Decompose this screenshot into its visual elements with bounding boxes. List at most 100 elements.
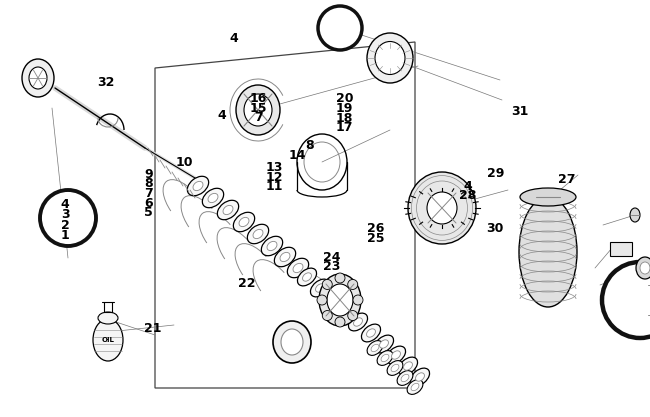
- Text: 14: 14: [289, 149, 306, 163]
- Ellipse shape: [274, 247, 296, 267]
- Text: 7: 7: [144, 187, 153, 200]
- Text: 24: 24: [323, 251, 340, 264]
- Ellipse shape: [398, 357, 417, 375]
- Ellipse shape: [236, 85, 280, 135]
- Ellipse shape: [281, 329, 303, 355]
- Circle shape: [40, 190, 96, 246]
- Ellipse shape: [377, 351, 393, 365]
- Text: 12: 12: [266, 171, 283, 184]
- Ellipse shape: [187, 176, 209, 196]
- Text: 30: 30: [487, 222, 504, 235]
- Ellipse shape: [630, 208, 640, 222]
- Circle shape: [335, 273, 345, 283]
- Ellipse shape: [411, 383, 419, 391]
- Text: 31: 31: [512, 105, 528, 118]
- Text: 4: 4: [229, 32, 239, 45]
- Text: 28: 28: [460, 189, 476, 203]
- Ellipse shape: [193, 181, 203, 191]
- Ellipse shape: [415, 373, 424, 381]
- Text: 11: 11: [266, 180, 283, 193]
- Ellipse shape: [298, 268, 317, 286]
- Ellipse shape: [22, 59, 54, 97]
- Text: 6: 6: [144, 196, 153, 210]
- Ellipse shape: [410, 368, 430, 386]
- Ellipse shape: [367, 329, 376, 337]
- Ellipse shape: [248, 224, 268, 244]
- Text: 29: 29: [487, 166, 504, 180]
- Ellipse shape: [640, 262, 650, 274]
- Ellipse shape: [387, 361, 403, 375]
- Ellipse shape: [244, 94, 272, 126]
- Bar: [610, 242, 632, 256]
- Circle shape: [348, 279, 358, 289]
- Ellipse shape: [328, 296, 337, 304]
- Ellipse shape: [98, 312, 118, 324]
- Ellipse shape: [217, 200, 239, 220]
- Ellipse shape: [324, 291, 343, 309]
- Text: 4: 4: [218, 109, 227, 123]
- Ellipse shape: [375, 42, 405, 75]
- Ellipse shape: [311, 279, 330, 297]
- Text: 8: 8: [305, 139, 314, 153]
- Text: 3: 3: [60, 208, 70, 221]
- Text: 27: 27: [558, 173, 575, 186]
- Text: 1: 1: [60, 229, 70, 242]
- Ellipse shape: [261, 236, 283, 256]
- Ellipse shape: [239, 217, 249, 226]
- Text: 16: 16: [250, 92, 267, 105]
- Ellipse shape: [648, 276, 650, 324]
- Text: 15: 15: [250, 101, 267, 115]
- Circle shape: [602, 262, 650, 338]
- Text: 8: 8: [144, 177, 153, 191]
- Ellipse shape: [371, 344, 379, 352]
- Ellipse shape: [341, 307, 350, 315]
- Ellipse shape: [391, 351, 400, 359]
- Ellipse shape: [280, 252, 290, 261]
- Ellipse shape: [29, 67, 47, 89]
- Ellipse shape: [233, 212, 255, 232]
- Ellipse shape: [380, 340, 389, 348]
- Ellipse shape: [287, 258, 309, 278]
- Circle shape: [317, 295, 327, 305]
- Ellipse shape: [223, 206, 233, 215]
- Ellipse shape: [337, 302, 356, 320]
- Text: 19: 19: [336, 102, 353, 115]
- Ellipse shape: [401, 374, 409, 382]
- Text: 21: 21: [144, 322, 161, 335]
- Text: 13: 13: [266, 161, 283, 174]
- Ellipse shape: [391, 364, 399, 372]
- Ellipse shape: [253, 229, 263, 239]
- Text: 32: 32: [98, 76, 114, 89]
- Ellipse shape: [519, 197, 577, 307]
- Text: 4: 4: [463, 180, 473, 193]
- Ellipse shape: [407, 379, 423, 394]
- Ellipse shape: [387, 346, 406, 364]
- Ellipse shape: [408, 172, 476, 244]
- Ellipse shape: [520, 188, 576, 206]
- Text: 22: 22: [239, 277, 255, 290]
- Text: 5: 5: [144, 206, 153, 219]
- Circle shape: [348, 311, 358, 321]
- Text: 2: 2: [60, 219, 70, 232]
- Text: 4: 4: [60, 198, 70, 211]
- Ellipse shape: [381, 354, 389, 362]
- Circle shape: [335, 317, 345, 327]
- Ellipse shape: [367, 341, 383, 355]
- Text: 10: 10: [176, 156, 192, 169]
- Ellipse shape: [636, 257, 650, 279]
- Ellipse shape: [427, 192, 457, 224]
- Ellipse shape: [319, 274, 361, 326]
- Text: 20: 20: [336, 92, 353, 106]
- Ellipse shape: [273, 321, 311, 363]
- Ellipse shape: [348, 313, 367, 331]
- Circle shape: [322, 279, 332, 289]
- Text: 17: 17: [336, 121, 353, 134]
- Ellipse shape: [374, 335, 393, 353]
- Circle shape: [322, 311, 332, 321]
- Ellipse shape: [267, 241, 277, 251]
- Ellipse shape: [93, 319, 123, 361]
- Text: 9: 9: [144, 168, 153, 181]
- Text: 23: 23: [323, 260, 340, 274]
- Ellipse shape: [208, 193, 218, 203]
- Circle shape: [353, 295, 363, 305]
